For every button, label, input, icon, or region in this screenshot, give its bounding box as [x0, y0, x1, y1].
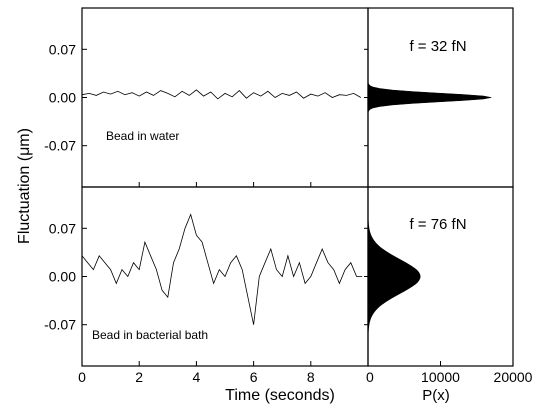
hist-x-tick-label: 10000: [421, 369, 460, 385]
y-tick-label: 0.00: [49, 90, 76, 106]
y-axis-label: Fluctuation (μm): [16, 128, 33, 244]
position-histogram: [367, 187, 421, 366]
hist-x-tick-label: 0: [366, 369, 374, 385]
hist-x-axis-label: P(x): [422, 387, 450, 404]
x-tick-label: 4: [193, 369, 201, 385]
panel-bottom-annotation: Bead in bacterial bath: [92, 328, 208, 342]
time-panel-frame: [81, 7, 369, 188]
y-tick-label: -0.07: [44, 317, 76, 333]
histogram-axes: 0 10000 20000: [366, 7, 533, 385]
x-tick-label: 0: [78, 369, 86, 385]
position-histogram: [367, 8, 492, 187]
panel-bottom-force-label: f = 76 fN: [409, 216, 466, 233]
panel-top-annotation: Bead in water: [106, 129, 179, 143]
y-tick-label: -0.07: [44, 138, 76, 154]
hist-x-tick-label: 20000: [494, 369, 533, 385]
panel-top-force-label: f = 32 fN: [409, 38, 466, 55]
x-axis-label: Time (seconds): [225, 387, 335, 404]
y-tick-label: 0.07: [49, 41, 76, 57]
fluctuation-series-line: [81, 213, 363, 325]
fluctuation-series-line: [81, 89, 362, 100]
x-tick-label: 2: [135, 369, 143, 385]
y-tick-label: 0.00: [49, 269, 76, 285]
y-tick-label: 0.07: [49, 220, 76, 236]
x-tick-label: 8: [307, 369, 315, 385]
plot-marks: [81, 8, 492, 366]
x-tick-label: 6: [250, 369, 258, 385]
